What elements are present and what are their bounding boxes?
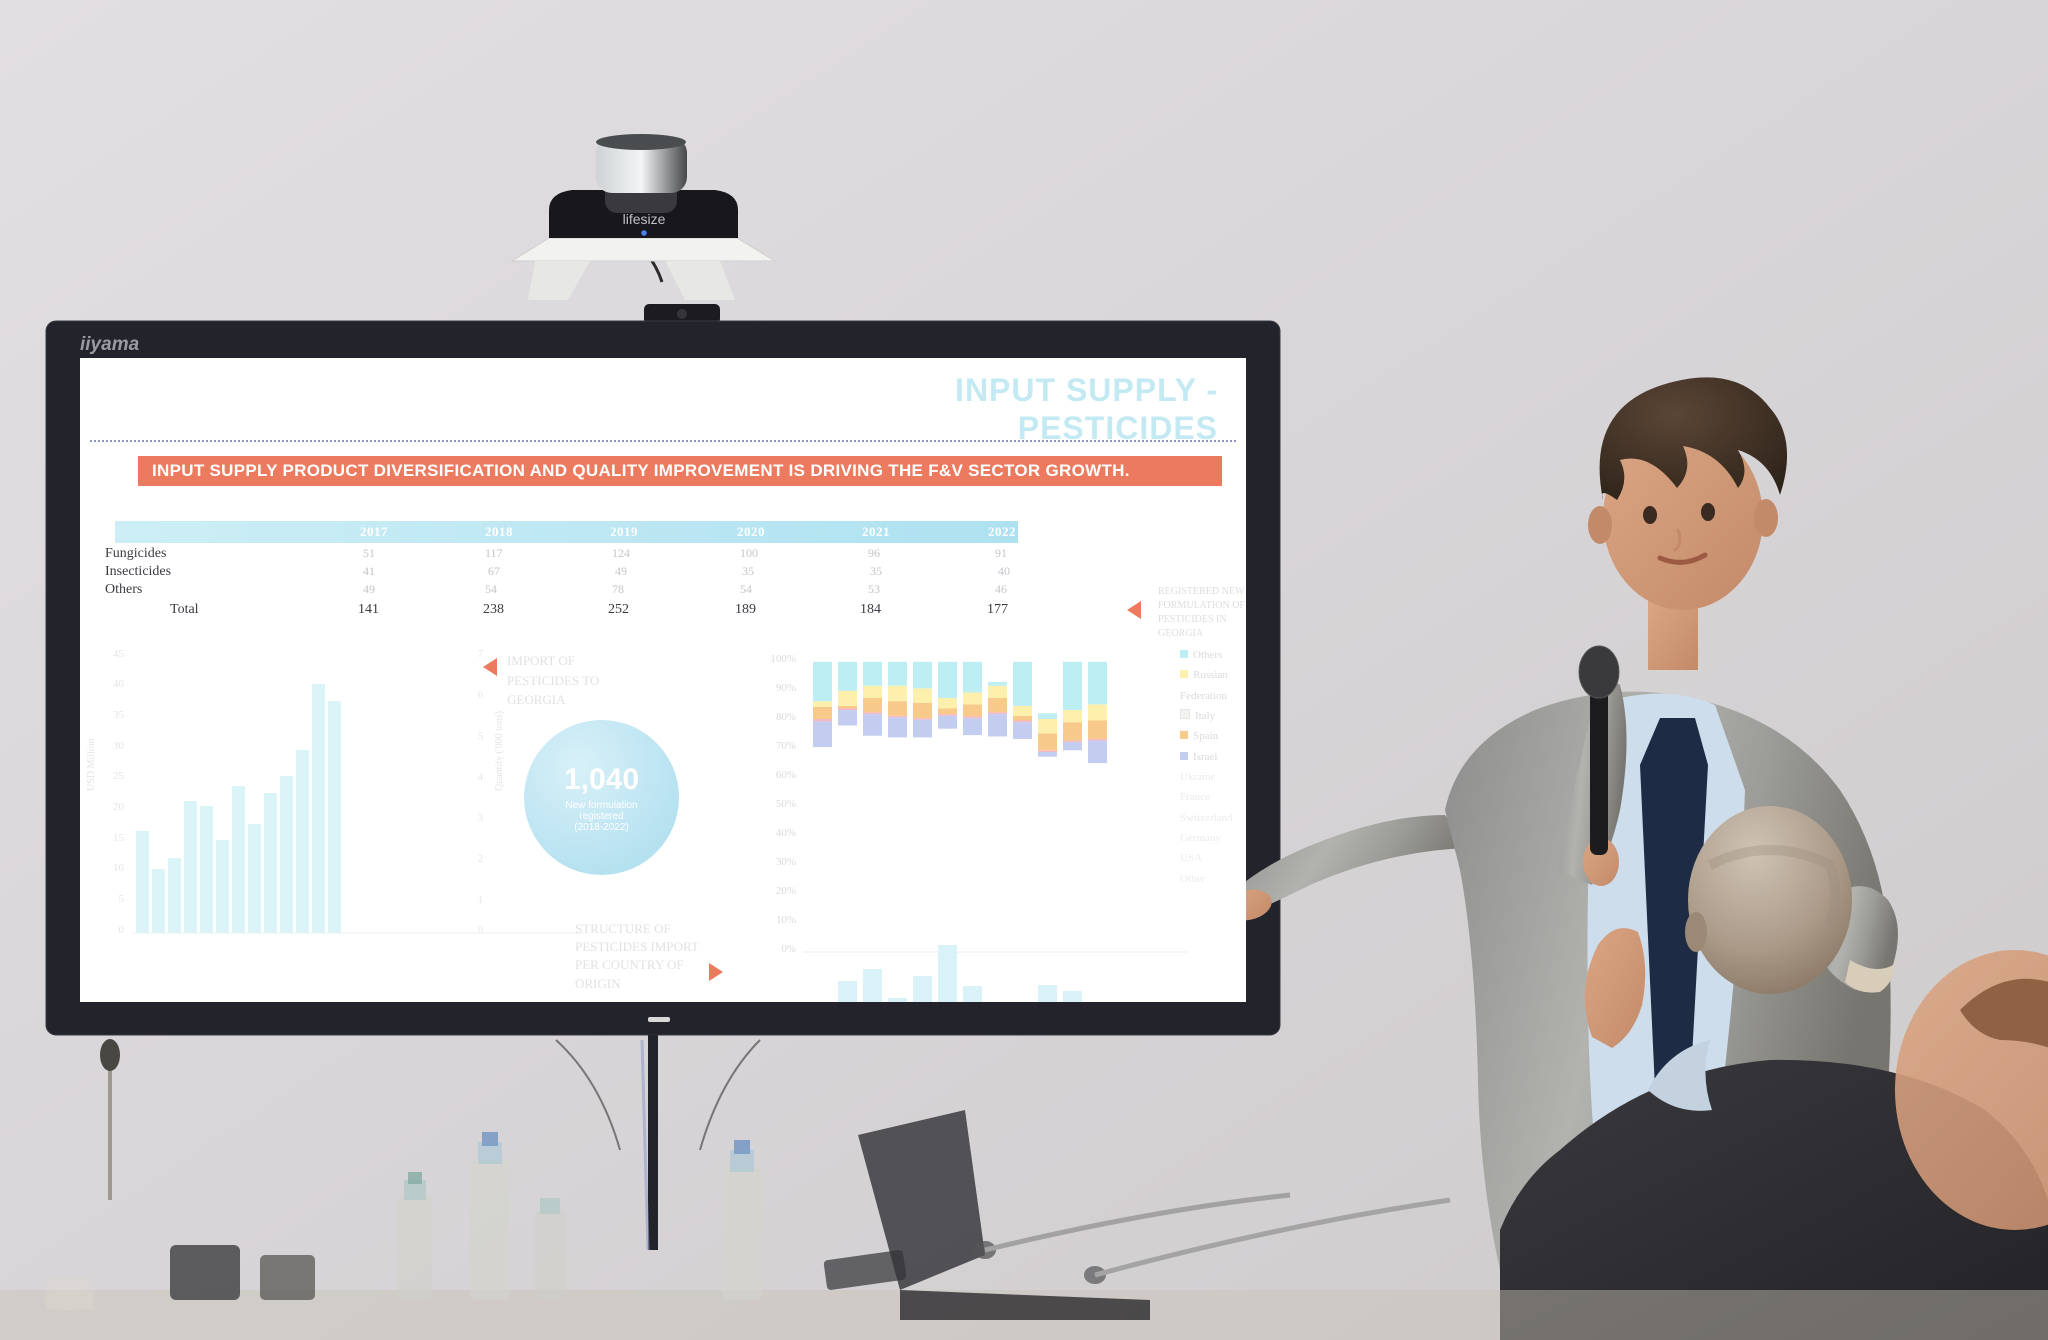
svg-text:lifesize: lifesize — [623, 211, 666, 227]
svg-text:4: 4 — [478, 772, 483, 783]
svg-text:70%: 70% — [776, 740, 796, 752]
svg-text:30: 30 — [113, 740, 125, 752]
svg-text:5: 5 — [119, 893, 125, 905]
svg-text:30%: 30% — [776, 856, 796, 868]
svg-text:3: 3 — [478, 813, 483, 824]
svg-text:Quantity ('000 tons): Quantity ('000 tons) — [494, 711, 505, 791]
svg-text:iiyama: iiyama — [80, 334, 140, 355]
svg-text:15: 15 — [113, 832, 125, 844]
svg-text:0: 0 — [119, 924, 125, 936]
svg-text:5: 5 — [478, 731, 483, 742]
svg-text:1: 1 — [478, 895, 483, 906]
svg-text:100%: 100% — [770, 653, 796, 665]
svg-text:USD Million: USD Million — [86, 738, 97, 791]
svg-text:90%: 90% — [776, 682, 796, 694]
svg-text:6: 6 — [478, 690, 483, 701]
svg-text:40%: 40% — [776, 827, 796, 839]
svg-text:50%: 50% — [776, 798, 796, 810]
svg-text:0: 0 — [478, 925, 483, 936]
svg-text:80%: 80% — [776, 711, 796, 723]
svg-text:60%: 60% — [776, 769, 796, 781]
svg-text:20%: 20% — [776, 885, 796, 897]
svg-text:2: 2 — [478, 854, 483, 865]
svg-text:45: 45 — [113, 648, 125, 660]
svg-text:10: 10 — [113, 862, 125, 874]
svg-text:25: 25 — [113, 770, 125, 782]
svg-text:20: 20 — [113, 801, 125, 813]
svg-text:35: 35 — [113, 709, 125, 721]
svg-text:40: 40 — [113, 678, 125, 690]
